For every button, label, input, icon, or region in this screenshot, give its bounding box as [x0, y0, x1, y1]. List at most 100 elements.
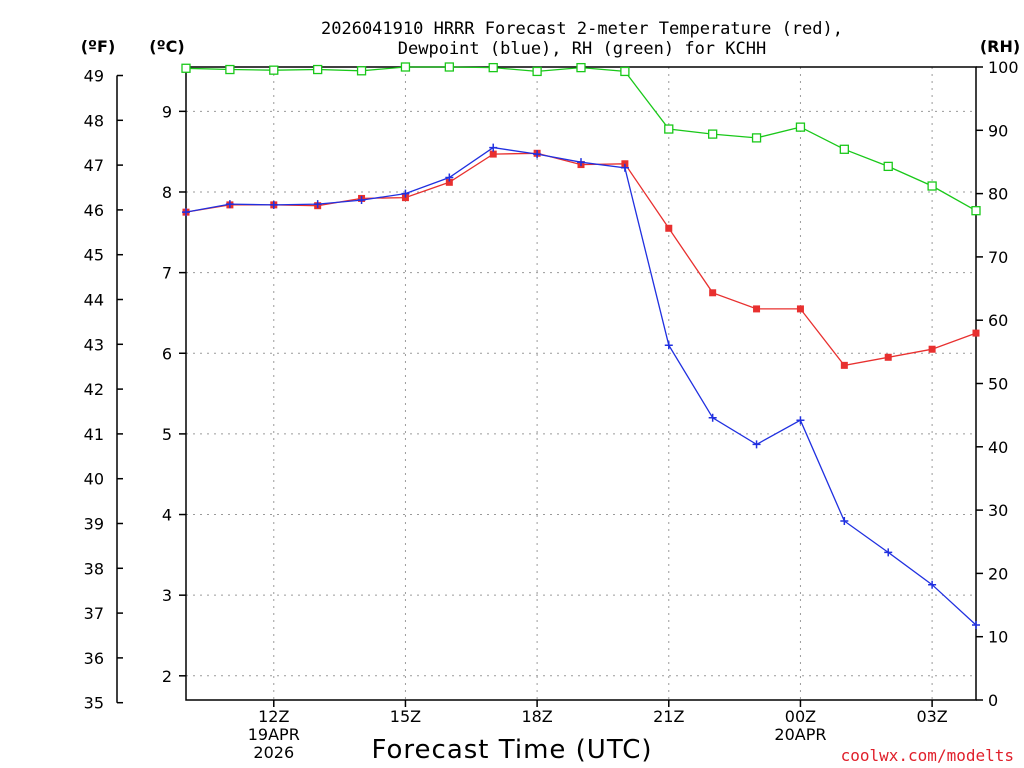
rh-tick-label: 0: [988, 691, 998, 710]
rh-point: [444, 62, 454, 72]
fahrenheit-tick-label: 47: [84, 156, 104, 175]
dewpoint-point: [445, 173, 454, 182]
x-tick-label: 19APR: [248, 725, 300, 744]
celsius-tick-label: 9: [162, 102, 172, 121]
dewpoint-point: [708, 413, 717, 422]
celsius-tick-label: 8: [162, 183, 172, 202]
celsius-tick-label: 7: [162, 264, 172, 283]
fahrenheit-tick-label: 36: [84, 649, 104, 668]
fahrenheit-tick-label: 46: [84, 201, 104, 220]
x-tick-label: 18Z: [521, 707, 552, 726]
rh-point: [708, 129, 718, 139]
fahrenheit-tick-label: 40: [84, 470, 104, 489]
rh-point: [883, 161, 893, 172]
dewpoint-point: [928, 580, 937, 589]
fahrenheit-unit-label: (ºF): [81, 37, 116, 56]
fahrenheit-tick-label: 43: [84, 335, 104, 354]
x-tick-label: 00Z: [785, 707, 816, 726]
dewpoint-point: [752, 440, 761, 449]
temperature-point: [840, 361, 848, 369]
rh-tick-label: 30: [988, 501, 1008, 520]
dewpoint-point: [884, 548, 893, 557]
dewpoint-point: [664, 341, 673, 350]
x-tick-label: 20APR: [774, 725, 826, 744]
rh-point: [620, 66, 630, 77]
fahrenheit-tick-label: 38: [84, 559, 104, 578]
rh-point: [532, 66, 542, 77]
rh-point: [225, 64, 235, 75]
rh-tick-label: 60: [988, 311, 1008, 330]
dewpoint-point: [225, 200, 234, 209]
dewpoint-point: [840, 516, 849, 525]
fahrenheit-tick-label: 48: [84, 111, 104, 130]
fahrenheit-tick-label: 45: [84, 246, 104, 265]
rh-point: [839, 144, 849, 154]
dewpoint-point: [972, 621, 980, 630]
grid-lines: [186, 67, 976, 700]
temperature-point: [401, 194, 409, 202]
celsius-tick-label: 3: [162, 586, 172, 605]
rh-point: [181, 63, 191, 73]
celsius-tick-label: 4: [162, 506, 172, 525]
temperature-point: [928, 345, 936, 353]
x-tick-label: 03Z: [916, 707, 947, 726]
dewpoint-point: [401, 189, 410, 198]
rh-point: [313, 64, 323, 75]
rh-point: [356, 66, 367, 76]
rh-tick-label: 50: [988, 375, 1008, 394]
temperature-point: [972, 329, 980, 337]
chart-title-line-1: 2026041910 HRRR Forecast 2-meter Tempera…: [321, 19, 843, 39]
temperature-point: [665, 224, 673, 232]
fahrenheit-tick-label: 49: [84, 67, 104, 86]
x-tick-label: 15Z: [390, 707, 421, 726]
dewpoint-point: [357, 196, 366, 205]
temperature-point: [621, 160, 629, 168]
fahrenheit-tick-label: 37: [84, 604, 104, 623]
temperature-point: [709, 289, 717, 297]
rh-point: [927, 181, 937, 191]
temperature-point: [445, 178, 453, 186]
dewpoint-line: [185, 146, 977, 626]
rh-tick-label: 20: [988, 564, 1008, 583]
temperature-series: [182, 149, 980, 369]
rh-point: [795, 122, 806, 132]
dewpoint-point: [577, 158, 585, 167]
fahrenheit-tick-label: 44: [84, 291, 104, 310]
celsius-tick-label: 2: [162, 667, 172, 686]
rh-tick-label: 40: [988, 438, 1008, 457]
x-tick-label: 2026: [253, 743, 294, 762]
fahrenheit-tick-label: 39: [84, 514, 104, 533]
rh-point: [488, 62, 498, 73]
rh-tick-label: 100: [988, 58, 1019, 77]
celsius-tick-label: 5: [162, 425, 172, 444]
rh-unit-label: (RH): [980, 37, 1020, 56]
rh-point: [269, 65, 279, 75]
x-axis-title: Forecast Time (UTC): [371, 735, 652, 765]
dewpoint-point: [182, 208, 190, 217]
dewpoint-point: [533, 150, 542, 159]
temperature-point: [753, 305, 761, 313]
temperature-point: [489, 150, 497, 158]
temperature-point: [884, 353, 892, 361]
celsius-unit-label: (ºC): [149, 37, 184, 56]
dewpoint-point: [620, 163, 629, 172]
celsius-tick-label: 6: [162, 344, 172, 363]
rh-point: [576, 62, 586, 73]
rh-point: [664, 124, 674, 134]
x-tick-label: 12Z: [258, 707, 289, 726]
dewpoint-point: [796, 416, 805, 425]
x-tick-label: 21Z: [653, 707, 684, 726]
fahrenheit-tick-label: 35: [84, 694, 104, 713]
data-series: [181, 62, 981, 630]
rh-point: [751, 133, 762, 143]
rh-series: [181, 62, 981, 216]
rh-tick-label: 70: [988, 248, 1008, 267]
chart-title-line-2: Dewpoint (blue), RH (green) for KCHH: [398, 39, 766, 59]
rh-point: [400, 62, 411, 72]
rh-line: [185, 66, 977, 212]
rh-point: [971, 206, 981, 216]
temperature-line: [185, 152, 977, 367]
fahrenheit-tick-label: 42: [84, 380, 104, 399]
axes: 2345678935363738394041424344454647484901…: [84, 58, 1019, 762]
